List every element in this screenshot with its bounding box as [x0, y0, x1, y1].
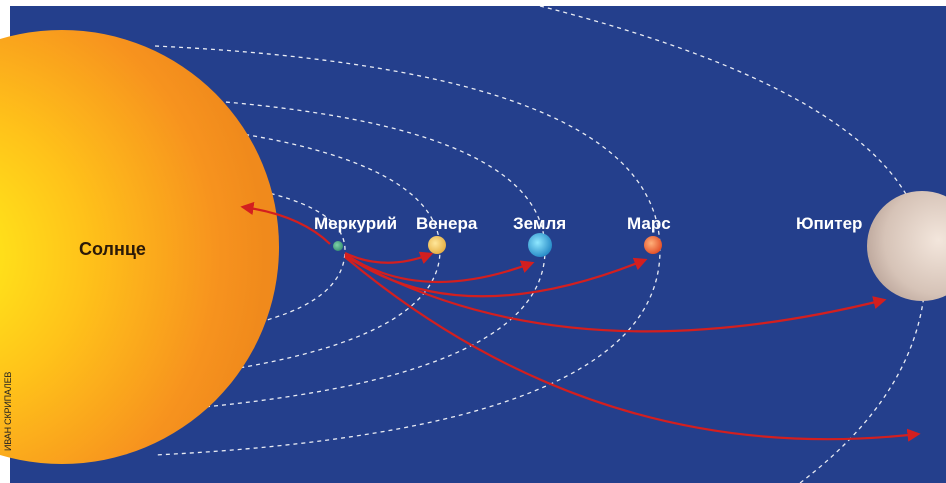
planet-label-earth: Земля — [513, 214, 566, 233]
planet-label-mercury: Меркурий — [314, 214, 397, 233]
mercury-planet — [333, 241, 343, 251]
sun-label: Солнце — [79, 239, 146, 259]
image-credit: ИВАН СКРИПАЛЕВ — [3, 371, 13, 451]
earth-planet — [528, 233, 552, 257]
planet-label-venus: Венера — [416, 214, 478, 233]
planet-label-mars: Марс — [627, 214, 671, 233]
venus-planet — [428, 236, 446, 254]
planet-label-jupiter: Юпитер — [796, 214, 862, 233]
mars-planet — [644, 236, 662, 254]
